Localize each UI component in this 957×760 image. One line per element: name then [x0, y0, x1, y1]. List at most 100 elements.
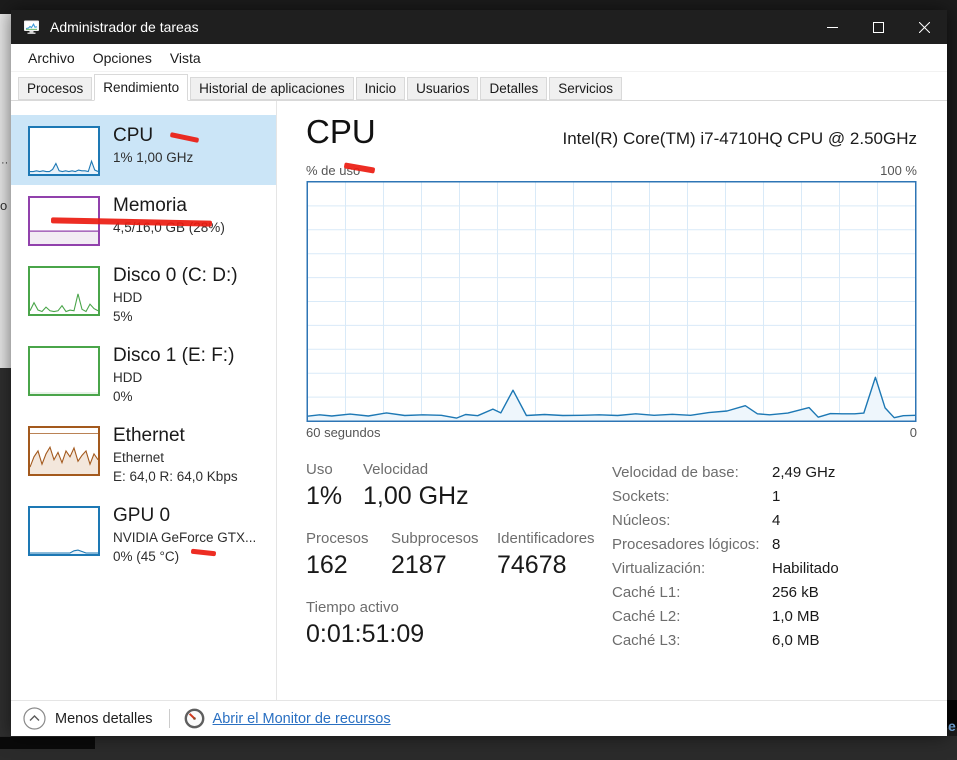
tab-historial-de-aplicaciones[interactable]: Historial de aplicaciones [190, 77, 354, 100]
tab-servicios[interactable]: Servicios [549, 77, 622, 100]
stat-value-procesos: 162 [306, 551, 348, 579]
stat-label-identificadores: Identificadores [497, 530, 595, 547]
maximize-icon [872, 21, 884, 33]
sidebar-gpu0-name: NVIDIA GeForce GTX... [113, 530, 257, 545]
sidebar-ethernet-title: Ethernet [113, 425, 185, 446]
cpu-detail-panel: CPU Intel(R) Core(TM) i7-4710HQ CPU @ 2.… [277, 101, 947, 700]
stat-label-subprocesos: Subprocesos [391, 530, 479, 547]
sidebar-disco1-type: HDD [113, 370, 143, 385]
background-glyph: e [948, 718, 956, 734]
spec-label-cache-l2: Caché L2: [612, 608, 681, 625]
background-glyph: o [0, 198, 8, 213]
background-artifact [0, 737, 95, 749]
stat-value-tiempo-activo: 0:01:51:09 [306, 620, 425, 648]
menu-opciones[interactable]: Opciones [92, 49, 152, 66]
spec-value-cache-l2: 1,0 MB [772, 608, 820, 625]
spec-value-virtualizacion: Habilitado [772, 560, 839, 577]
background-window-edge [0, 368, 11, 736]
background-window-edge [0, 14, 11, 368]
spec-label-sockets: Sockets: [612, 488, 670, 505]
task-manager-window: Administrador de tareas Archivo Opciones… [11, 10, 947, 736]
stat-value-uso: 1% [306, 482, 343, 510]
cpu-panel-title: CPU [306, 113, 376, 150]
sidebar-item-ethernet[interactable]: Ethernet Ethernet E: 64,0 R: 64,0 Kbps [11, 415, 276, 495]
spec-value-sockets: 1 [772, 488, 781, 505]
tab-detalles[interactable]: Detalles [480, 77, 548, 100]
resource-monitor-link-wrap[interactable]: Abrir el Monitor de recursos [184, 708, 391, 729]
graph-y-max-label: 100 % [880, 163, 917, 178]
spec-value-procesadores-logicos: 8 [772, 536, 781, 553]
sidebar-item-disco1[interactable]: Disco 1 (E: F:) HDD 0% [11, 335, 276, 415]
sidebar-cpu-stats: 1% 1,00 GHz [113, 150, 194, 165]
minimize-button[interactable] [809, 10, 855, 44]
cpu-model-name: Intel(R) Core(TM) i7-4710HQ CPU @ 2.50GH… [562, 129, 917, 148]
menu-archivo[interactable]: Archivo [28, 49, 75, 66]
sidebar-ethernet-name: Ethernet [113, 450, 165, 465]
resource-monitor-gauge-icon [184, 708, 204, 729]
stat-value-velocidad: 1,00 GHz [363, 482, 469, 510]
stat-value-identificadores: 74678 [497, 551, 567, 579]
chevron-up-circle-icon [23, 707, 46, 730]
titlebar[interactable]: Administrador de tareas [11, 10, 947, 44]
spec-value-velocidad-base: 2,49 GHz [772, 464, 836, 481]
spec-label-cache-l1: Caché L1: [612, 584, 681, 601]
graph-x-right-label: 0 [909, 425, 917, 440]
ethernet-mini-graph [28, 426, 100, 476]
performance-sidebar: CPU 1% 1,00 GHz Memoria 4,5/16,0 GB (28%… [11, 101, 277, 700]
spec-label-nucleos: Núcleos: [612, 512, 671, 529]
cpu-usage-graph [306, 181, 917, 422]
close-button[interactable] [901, 10, 947, 44]
task-manager-icon [23, 19, 40, 35]
disk1-mini-graph [28, 346, 100, 396]
gpu0-mini-graph [28, 506, 100, 556]
spec-value-cache-l1: 256 kB [772, 584, 819, 601]
stat-value-subprocesos: 2187 [391, 551, 447, 579]
spec-label-virtualizacion: Virtualización: [612, 560, 706, 577]
cpu-stats-block: Uso 1% Velocidad 1,00 GHz Procesos 162 [306, 460, 612, 667]
minimize-icon [826, 26, 838, 28]
sidebar-disco0-title: Disco 0 (C: D:) [113, 265, 238, 286]
close-icon [918, 21, 930, 33]
sidebar-disco0-usage: 5% [113, 309, 133, 324]
disk0-mini-graph [28, 266, 100, 316]
open-resource-monitor-link[interactable]: Abrir el Monitor de recursos [212, 710, 391, 727]
cpu-spec-table: Velocidad de base: 2,49 GHz Sockets: 1 Núc… [612, 460, 917, 667]
sidebar-disco1-title: Disco 1 (E: F:) [113, 345, 235, 366]
spec-value-cache-l3: 6,0 MB [772, 632, 820, 649]
sidebar-item-gpu0[interactable]: GPU 0 NVIDIA GeForce GTX... 0% (45 °C) [11, 495, 276, 575]
spec-label-velocidad-base: Velocidad de base: [612, 464, 739, 481]
tab-rendimiento[interactable]: Rendimiento [94, 74, 189, 101]
menu-vista[interactable]: Vista [169, 49, 201, 66]
sidebar-item-disco0[interactable]: Disco 0 (C: D:) HDD 5% [11, 255, 276, 335]
sidebar-gpu0-title: GPU 0 [113, 505, 171, 526]
cpu-mini-graph [28, 126, 100, 176]
tab-usuarios[interactable]: Usuarios [407, 77, 479, 100]
spec-value-nucleos: 4 [772, 512, 781, 529]
footer-bar: Menos detalles Abrir el Monitor de recur… [11, 700, 947, 736]
spec-label-procesadores-logicos: Procesadores lógicos: [612, 536, 760, 553]
sidebar-ethernet-throughput: E: 64,0 R: 64,0 Kbps [113, 469, 238, 484]
tab-strip: Procesos Rendimiento Historial de aplica… [11, 72, 947, 101]
spec-label-cache-l3: Caché L3: [612, 632, 681, 649]
stat-label-uso: Uso [306, 461, 333, 478]
maximize-button[interactable] [855, 10, 901, 44]
stat-label-tiempo-activo: Tiempo activo [306, 599, 399, 616]
tab-inicio[interactable]: Inicio [355, 77, 406, 100]
window-title: Administrador de tareas [50, 19, 199, 35]
stat-label-velocidad: Velocidad [363, 461, 429, 478]
sidebar-cpu-title: CPU [113, 125, 154, 146]
tab-procesos[interactable]: Procesos [18, 77, 93, 100]
sidebar-disco1-usage: 0% [113, 389, 133, 404]
less-details-button[interactable]: Menos detalles [23, 707, 153, 730]
background-artifact [947, 700, 957, 728]
graph-x-left-label: 60 segundos [306, 425, 381, 440]
stat-label-procesos: Procesos [306, 530, 369, 547]
sidebar-memoria-title: Memoria [113, 195, 187, 216]
sidebar-item-cpu[interactable]: CPU 1% 1,00 GHz [11, 115, 276, 185]
sidebar-gpu0-usage: 0% (45 °C) [113, 549, 180, 564]
background-glyph: ·· [1, 157, 9, 169]
menu-bar: Archivo Opciones Vista [11, 44, 947, 72]
footer-divider [168, 709, 170, 728]
less-details-label: Menos detalles [55, 710, 153, 727]
desktop-background [0, 736, 957, 760]
